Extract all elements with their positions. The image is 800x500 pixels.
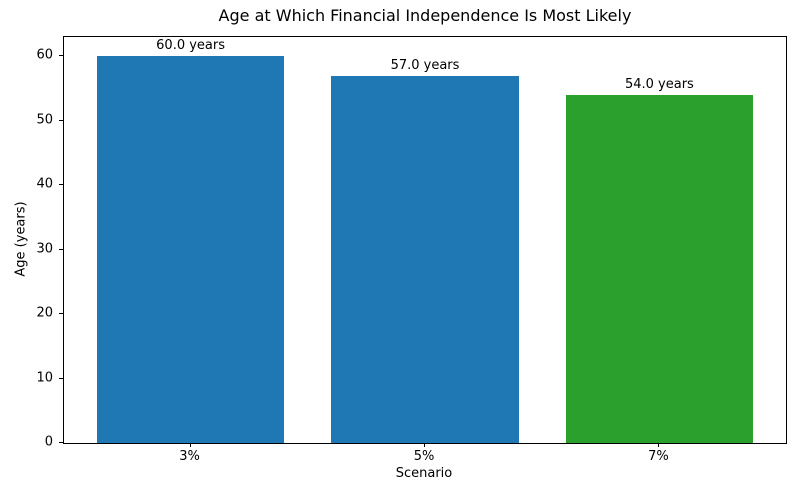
bar-value-label: 57.0 years (390, 57, 460, 73)
y-tick-label: 40 (36, 176, 53, 192)
y-tick-mark (59, 377, 63, 379)
x-tick-label: 5% (413, 449, 435, 464)
y-tick-mark (59, 55, 63, 57)
y-axis: 0 10 20 30 40 50 60 (0, 36, 63, 450)
x-axis: 3% 5% 7% (63, 443, 785, 473)
x-axis-label: Scenario (395, 466, 453, 481)
x-tick-mark (189, 443, 191, 447)
bar-value-label: 54.0 years (624, 77, 694, 92)
x-tick-mark (424, 443, 425, 447)
y-tick-label: 30 (36, 241, 53, 257)
x-tick-label: 7% (648, 449, 669, 464)
x-tick-mark (658, 443, 660, 447)
y-tick-mark (59, 313, 63, 315)
y-tick-label: 0 (44, 434, 53, 450)
y-tick-label: 60 (36, 47, 53, 63)
bar (96, 56, 285, 443)
y-tick-mark (59, 248, 63, 250)
bar (565, 95, 754, 443)
y-tick-label: 20 (36, 305, 53, 321)
x-tick-label: 3% (179, 449, 200, 464)
y-tick-mark (59, 184, 63, 186)
bar (331, 75, 519, 443)
plot-area: 60.0 years 57.0 years 54.0 years (63, 36, 787, 444)
y-tick-label: 50 (36, 112, 53, 128)
chart-title: Age at Which Financial Independence Is M… (218, 6, 632, 25)
bar-value-label: 60.0 years (156, 38, 226, 54)
y-tick-mark (59, 442, 63, 443)
y-tick-label: 10 (36, 370, 53, 386)
y-tick-mark (59, 119, 63, 121)
